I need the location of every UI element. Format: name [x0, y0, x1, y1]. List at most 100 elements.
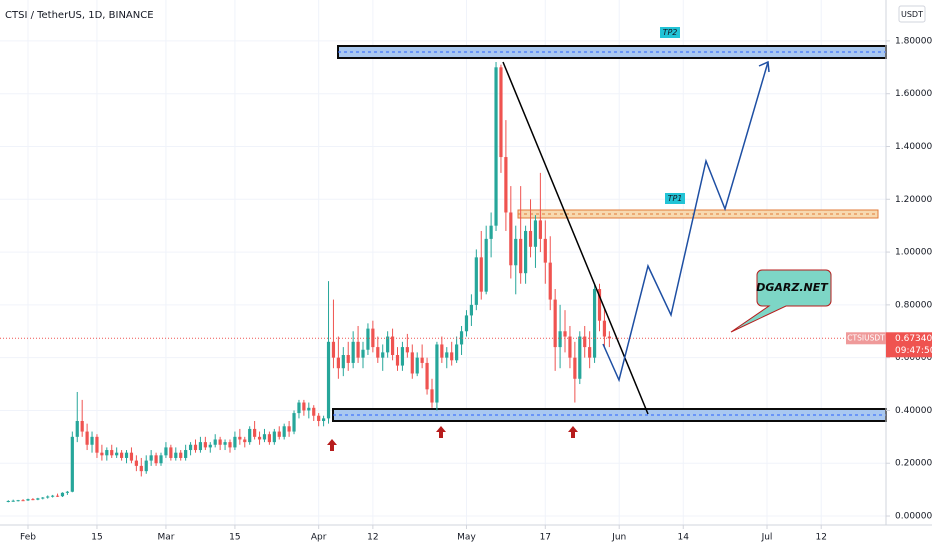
candle-body — [159, 455, 163, 464]
candle-body — [179, 452, 183, 458]
candle-body — [573, 357, 577, 379]
projection-arrow-head — [758, 60, 770, 73]
tp2-label: TP2 — [663, 28, 678, 37]
candle-body — [538, 220, 542, 239]
y-tick-label: 1.60000 — [895, 89, 932, 99]
candle-body — [317, 415, 321, 422]
x-tick-label: Apr — [311, 533, 327, 543]
callout-box — [730, 269, 832, 333]
candle-body — [445, 352, 449, 358]
candle-body — [430, 389, 434, 403]
support-arrows — [327, 426, 578, 451]
candle-body — [440, 344, 444, 358]
candle-body — [60, 492, 65, 497]
candle-body — [80, 421, 84, 432]
price-tag-label: 0.67340 — [895, 334, 932, 344]
x-tick-label: Feb — [20, 533, 36, 543]
candle-body — [499, 67, 503, 158]
candle-body — [70, 436, 74, 492]
candle-body — [65, 491, 69, 493]
candle-body — [583, 336, 587, 348]
countdown-label: 09:47:50 — [895, 346, 932, 356]
candle-body — [435, 344, 439, 403]
candle-body — [218, 439, 222, 445]
candle-body — [469, 304, 474, 316]
y-tick-label: 1.40000 — [895, 142, 932, 152]
candle-body — [519, 238, 523, 274]
x-tick-label: Mar — [157, 533, 174, 543]
candle-body — [51, 495, 55, 497]
candle-body — [331, 341, 336, 358]
candle-body — [198, 442, 203, 451]
candle-body — [267, 434, 272, 443]
candle-body — [75, 421, 79, 437]
candle-body — [169, 447, 173, 458]
candle-body — [208, 444, 212, 448]
tp1-label: TP1 — [668, 194, 683, 203]
x-tick-label: 15 — [229, 533, 240, 543]
candle-body — [386, 336, 390, 353]
candle-body — [287, 426, 291, 432]
candle-body — [277, 431, 281, 437]
callout-text: DGARZ.NET — [756, 281, 829, 294]
candle-body — [450, 352, 454, 361]
trend-line — [502, 61, 649, 415]
currency-box[interactable] — [898, 5, 926, 23]
candle-body — [312, 407, 316, 416]
candle-body — [119, 452, 124, 458]
symbol-tag — [846, 332, 886, 345]
candle-body — [588, 347, 592, 358]
candle-body — [124, 452, 129, 458]
x-tick-label: 12 — [367, 533, 378, 543]
y-tick-label: 0.60000 — [895, 353, 932, 363]
candle-body — [361, 349, 365, 358]
candle-body — [238, 436, 242, 440]
candle-body — [341, 355, 345, 369]
candle-body — [514, 238, 518, 266]
candle-body — [184, 450, 188, 458]
x-tick-label: 15 — [91, 533, 102, 543]
candle-body — [223, 442, 227, 445]
symbol-tag-label: CTSIUSDT — [847, 333, 885, 342]
y-tick-label: 0.40000 — [895, 406, 932, 416]
candle-body — [243, 439, 247, 443]
candle-body — [321, 418, 326, 422]
candle-body — [144, 460, 148, 472]
candle-body — [253, 428, 257, 437]
candle-body — [578, 336, 582, 379]
x-tick-label: May — [457, 533, 476, 543]
candle-body — [533, 220, 538, 247]
candle-body — [282, 426, 286, 437]
currency-label[interactable]: USDT — [901, 10, 923, 19]
candle-body — [390, 336, 395, 356]
candle-body — [425, 362, 429, 390]
candle-body — [110, 450, 114, 456]
candles — [6, 62, 611, 503]
candle-body — [154, 455, 158, 464]
candle-body — [405, 347, 409, 353]
x-tick-label: 12 — [815, 533, 826, 543]
candle-body — [455, 344, 459, 361]
tp2-zone — [337, 45, 887, 59]
candle-body — [509, 212, 513, 266]
candle-body — [346, 355, 350, 363]
candle-body — [272, 431, 276, 443]
candle-body — [356, 341, 360, 358]
candle-body — [36, 498, 40, 500]
candle-body — [85, 431, 89, 445]
axis-labels: 0.00000 0.20000 0.40000 0.60000 0.80000 1.000… — [20, 36, 932, 542]
y-tick-label: 1.20000 — [895, 195, 932, 205]
candle-body — [6, 500, 10, 502]
candle-body — [543, 238, 547, 263]
candle-body — [528, 230, 533, 247]
candle-body — [395, 355, 400, 366]
candle-body — [553, 299, 557, 348]
candle-body — [105, 450, 109, 456]
candle-body — [248, 428, 252, 443]
candle-body — [351, 341, 355, 363]
candle-body — [302, 402, 306, 411]
candle-body — [366, 328, 370, 350]
candle-body — [21, 500, 25, 502]
